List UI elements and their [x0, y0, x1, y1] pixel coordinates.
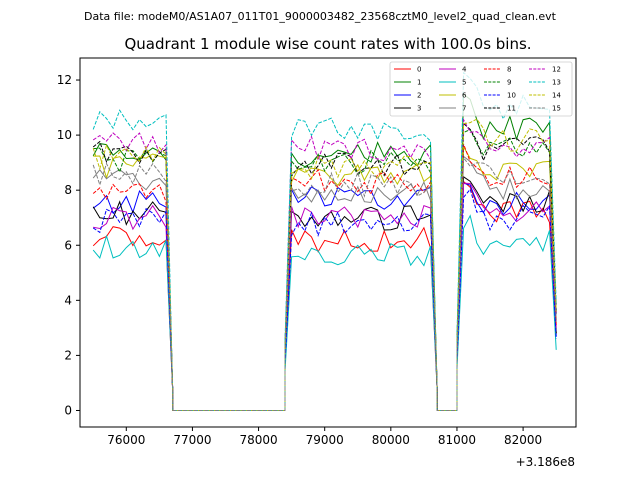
chart-title: Quadrant 1 module wise count rates with … [124, 35, 531, 53]
series-line-7 [92, 155, 557, 411]
series-line-4 [93, 182, 557, 411]
series-line-11 [92, 122, 557, 411]
y-tick-label: 6 [64, 238, 72, 252]
legend-label-2: 2 [417, 92, 421, 100]
series-line-13 [92, 71, 557, 411]
series-line-3 [92, 175, 557, 411]
legend-label-1: 1 [417, 79, 421, 87]
legend-label-12: 12 [552, 66, 561, 74]
suptitle: Data file: modeM0/AS1A07_011T01_90000034… [84, 10, 557, 23]
legend-label-13: 13 [552, 79, 561, 87]
legend-label-15: 15 [552, 105, 561, 113]
x-tick-label: 78000 [239, 433, 277, 447]
legend-label-6: 6 [462, 92, 467, 100]
legend-label-3: 3 [417, 105, 421, 113]
x-tick-label: 76000 [107, 433, 145, 447]
series-line-10 [92, 188, 557, 411]
legend-label-9: 9 [507, 79, 511, 87]
series-line-8 [92, 143, 557, 411]
y-tick-label: 12 [57, 73, 72, 87]
y-tick-label: 8 [64, 183, 72, 197]
series-line-2 [92, 182, 557, 411]
y-axis: 0 2 4 6 8 10 12 [57, 73, 80, 417]
x-offset-text: +3.186e8 [516, 455, 575, 469]
series-line-14 [92, 118, 557, 411]
y-tick-label: 2 [64, 348, 72, 362]
legend-label-14: 14 [552, 92, 561, 100]
legend-label-4: 4 [462, 66, 467, 74]
legend-label-7: 7 [462, 105, 466, 113]
x-tick-label: 79000 [306, 433, 344, 447]
y-tick-label: 4 [64, 293, 72, 307]
legend-box [389, 61, 573, 117]
series-line-5 [92, 214, 557, 411]
series-line-15 [92, 156, 557, 411]
series-line-9 [93, 128, 557, 411]
plot-lines [92, 71, 557, 411]
legend-label-10: 10 [507, 92, 516, 100]
x-axis: 76000 77000 78000 79000 80000 81000 82000 [107, 427, 542, 447]
series-line-1 [92, 93, 557, 411]
legend-label-8: 8 [507, 66, 511, 74]
x-tick-label: 80000 [372, 433, 410, 447]
x-tick-label: 82000 [504, 433, 542, 447]
x-tick-label: 81000 [438, 433, 476, 447]
y-tick-label: 10 [57, 128, 72, 142]
legend-label-0: 0 [417, 66, 421, 74]
series-line-6 [93, 145, 557, 411]
axes-frame [79, 57, 577, 428]
x-tick-label: 77000 [173, 433, 211, 447]
y-tick-label: 0 [64, 403, 72, 417]
legend-label-5: 5 [462, 79, 466, 87]
series-line-12 [92, 117, 557, 411]
legend-label-11: 11 [507, 105, 516, 113]
